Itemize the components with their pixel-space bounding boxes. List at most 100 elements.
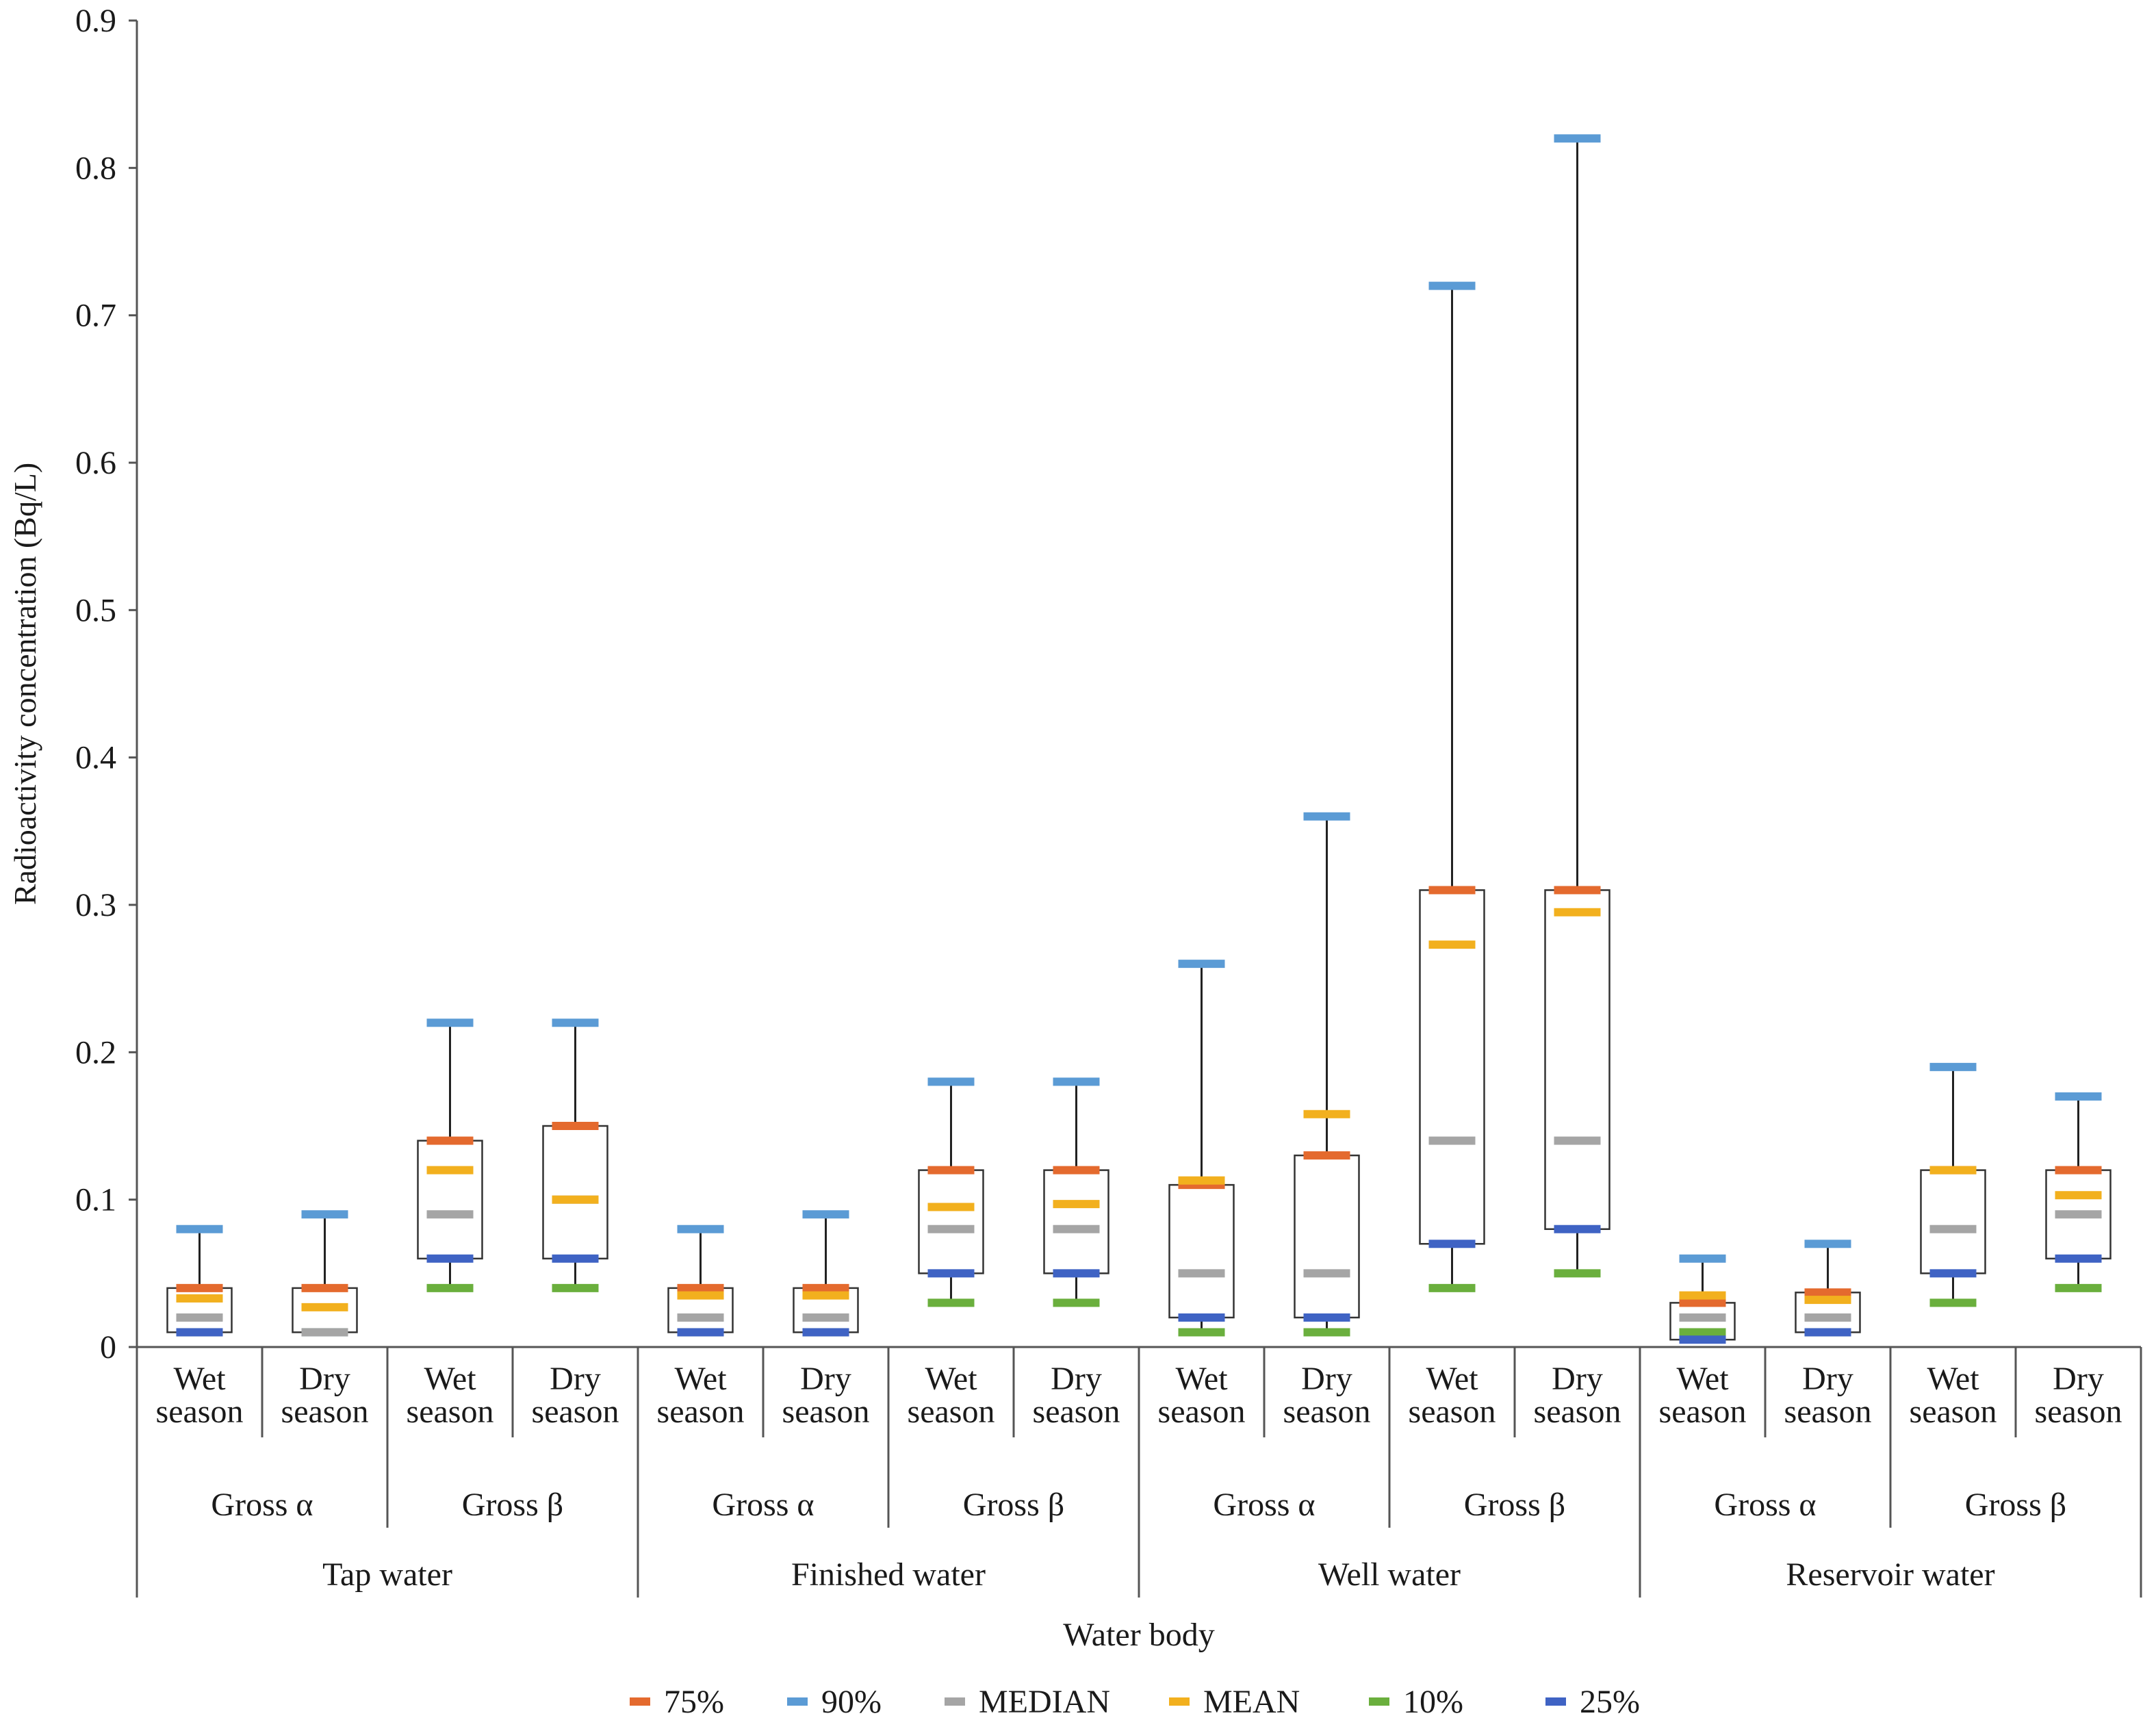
marker-p25 bbox=[927, 1269, 975, 1278]
season-label-line1: Dry bbox=[1051, 1361, 1102, 1397]
season-label-line1: Wet bbox=[1676, 1361, 1729, 1397]
season-label-line1: Wet bbox=[424, 1361, 476, 1397]
marker-median bbox=[1428, 1136, 1476, 1145]
marker-p25 bbox=[176, 1328, 223, 1337]
marker-median bbox=[2055, 1210, 2102, 1219]
marker-mean bbox=[1178, 1176, 1225, 1185]
box-group bbox=[1294, 812, 1360, 1337]
marker-p90 bbox=[426, 1018, 474, 1027]
gross-label: Gross α bbox=[1213, 1487, 1315, 1523]
marker-mean bbox=[1679, 1291, 1726, 1300]
gross-label: Gross β bbox=[462, 1487, 563, 1523]
box-group bbox=[292, 1210, 358, 1337]
marker-p25 bbox=[1804, 1328, 1851, 1337]
legend-item: 90% bbox=[787, 1684, 882, 1720]
water-body-label: Well water bbox=[1318, 1556, 1461, 1593]
iqr-box bbox=[1294, 1154, 1360, 1319]
marker-mean bbox=[1053, 1200, 1100, 1209]
box-group bbox=[1795, 1240, 1861, 1337]
marker-p75 bbox=[2055, 1166, 2102, 1175]
box-group bbox=[166, 1224, 233, 1337]
legend-swatch bbox=[1169, 1697, 1190, 1706]
y-tick-label: 0.7 bbox=[75, 298, 116, 334]
marker-median bbox=[1804, 1313, 1851, 1322]
marker-p90 bbox=[301, 1210, 348, 1219]
season-label-line2: season bbox=[908, 1394, 995, 1430]
marker-p25 bbox=[1428, 1240, 1476, 1248]
season-label-line1: Dry bbox=[2053, 1361, 2104, 1397]
season-label-line1: Dry bbox=[1301, 1361, 1352, 1397]
marker-p90 bbox=[176, 1224, 223, 1233]
water-body-label: Reservoir water bbox=[1786, 1556, 1994, 1593]
marker-p10 bbox=[1303, 1328, 1350, 1337]
marker-p25 bbox=[426, 1254, 474, 1263]
season-label-line1: Wet bbox=[1175, 1361, 1228, 1397]
marker-p25 bbox=[677, 1328, 724, 1337]
marker-p10 bbox=[2055, 1283, 2102, 1292]
gross-label: Gross α bbox=[211, 1487, 313, 1523]
marker-mean bbox=[1554, 908, 1601, 916]
marker-p75 bbox=[301, 1283, 348, 1292]
marker-median bbox=[927, 1224, 975, 1233]
marker-p90 bbox=[927, 1077, 975, 1086]
marker-p25 bbox=[1679, 1335, 1726, 1344]
season-label-line2: season bbox=[1659, 1394, 1747, 1430]
season-label-line2: season bbox=[782, 1394, 870, 1430]
water-body-label: Finished water bbox=[791, 1556, 986, 1593]
marker-p10 bbox=[1929, 1298, 1977, 1307]
y-axis-title: Radioactivity concentration (Bq/L) bbox=[8, 463, 42, 905]
legend-item: MEDIAN bbox=[945, 1684, 1110, 1720]
marker-p90 bbox=[1303, 812, 1350, 821]
legend-swatch bbox=[630, 1697, 650, 1706]
marker-median bbox=[1929, 1224, 1977, 1233]
season-label-line1: Dry bbox=[1552, 1361, 1603, 1397]
marker-mean bbox=[1804, 1296, 1851, 1305]
legend-label: MEAN bbox=[1203, 1684, 1300, 1720]
marker-p90 bbox=[802, 1210, 849, 1219]
marker-p25 bbox=[2055, 1254, 2102, 1263]
marker-mean bbox=[677, 1291, 724, 1300]
marker-p75 bbox=[1053, 1166, 1100, 1175]
marker-mean bbox=[301, 1303, 348, 1311]
legend-item: MEAN bbox=[1169, 1684, 1300, 1720]
marker-median bbox=[677, 1313, 724, 1322]
season-label-line1: Wet bbox=[1927, 1361, 1979, 1397]
box-group bbox=[2045, 1092, 2112, 1292]
legend-item: 75% bbox=[630, 1684, 724, 1720]
season-label-line1: Dry bbox=[800, 1361, 851, 1397]
marker-mean bbox=[1428, 940, 1476, 949]
legend: 75% 90% MEDIAN MEAN 10% 25% bbox=[630, 1684, 1640, 1720]
y-tick-label: 0.5 bbox=[75, 592, 116, 628]
box-group bbox=[793, 1210, 859, 1337]
y-tick-label: 0.1 bbox=[75, 1182, 116, 1218]
iqr-box bbox=[1920, 1169, 1986, 1274]
marker-median bbox=[1679, 1313, 1726, 1322]
gross-label: Gross α bbox=[712, 1487, 814, 1523]
marker-p10 bbox=[1178, 1328, 1225, 1337]
season-label-line2: season bbox=[657, 1394, 745, 1430]
season-label-line1: Dry bbox=[1802, 1361, 1853, 1397]
marker-p90 bbox=[1053, 1077, 1100, 1086]
marker-p90 bbox=[552, 1018, 599, 1027]
legend-label: 10% bbox=[1403, 1684, 1463, 1720]
marker-median bbox=[1554, 1136, 1601, 1145]
marker-p75 bbox=[927, 1166, 975, 1175]
season-label-line2: season bbox=[1784, 1394, 1872, 1430]
season-label-line2: season bbox=[1534, 1394, 1621, 1430]
marker-p10 bbox=[1679, 1328, 1726, 1337]
season-label-line2: season bbox=[1283, 1394, 1371, 1430]
season-label-line1: Wet bbox=[925, 1361, 977, 1397]
marker-p75 bbox=[677, 1283, 724, 1292]
season-label-line1: Wet bbox=[674, 1361, 727, 1397]
box-group bbox=[1669, 1254, 1736, 1344]
marker-p10 bbox=[552, 1283, 599, 1292]
marker-p75 bbox=[1804, 1288, 1851, 1297]
marker-p75 bbox=[1554, 886, 1601, 895]
marker-p90 bbox=[1428, 281, 1476, 290]
season-label-line1: Dry bbox=[299, 1361, 350, 1397]
box-group bbox=[1043, 1077, 1109, 1307]
season-label-line1: Wet bbox=[173, 1361, 226, 1397]
box-group bbox=[1920, 1062, 1986, 1307]
marker-median bbox=[802, 1313, 849, 1322]
marker-p75 bbox=[1428, 886, 1476, 895]
